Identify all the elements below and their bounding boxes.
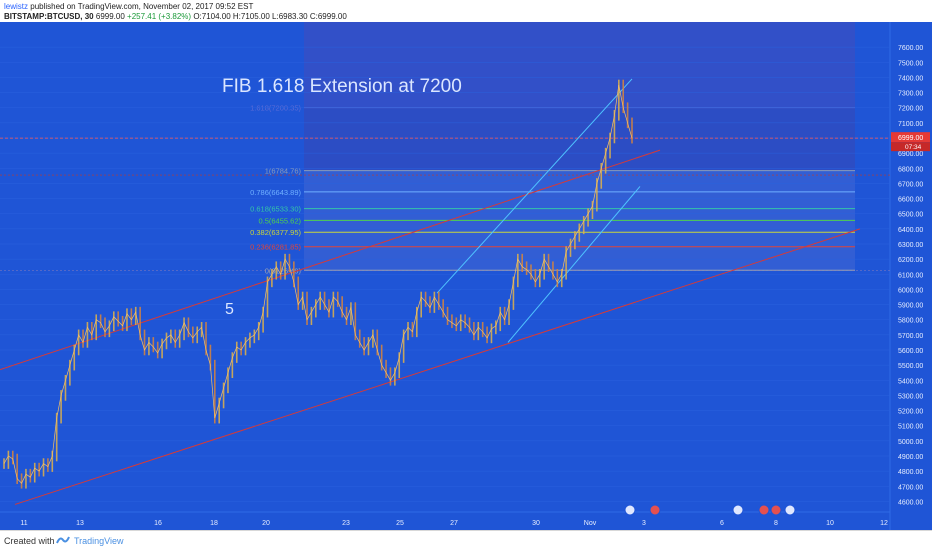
price-tick-label: 7600.00 — [898, 45, 923, 52]
event-flag-icon — [770, 504, 782, 516]
tradingview-brand[interactable]: TradingView — [74, 536, 124, 546]
created-with-text: Created with — [4, 536, 55, 546]
time-tick-label: 6 — [720, 520, 724, 527]
time-tick-label: 16 — [154, 520, 162, 527]
price-tick-label: 6300.00 — [898, 242, 923, 249]
symbol-label: BITSTAMP:BTCUSD, 30 — [4, 12, 94, 21]
time-tick-label: 12 — [880, 520, 888, 527]
price-axis-background — [890, 22, 932, 530]
fib-level-label: 0.618(6533.30) — [250, 205, 301, 214]
time-tick-label: 8 — [774, 520, 778, 527]
countdown-label: 07:34 — [905, 144, 922, 151]
price-tick-label: 7200.00 — [898, 106, 923, 113]
fib-level-label: 0.786(6643.89) — [250, 188, 301, 197]
time-tick-label: 27 — [450, 520, 458, 527]
chart-area[interactable]: 1.618(7200.35) 1(6784.76) 0.786(6643.89) 0.… — [0, 22, 932, 530]
price-tick-label: 5200.00 — [898, 409, 923, 416]
publish-line: lewistz published on TradingView.com, No… — [4, 2, 253, 11]
price-tick-label: 6900.00 — [898, 151, 923, 158]
event-flag-icon — [758, 504, 770, 516]
price-tick-label: 6500.00 — [898, 212, 923, 219]
price-label-box — [891, 132, 930, 143]
wave-label: 5 — [225, 301, 234, 318]
event-flag-icon — [649, 504, 661, 516]
price-tick-label: 6600.00 — [898, 197, 923, 204]
price-tick-label: 5000.00 — [898, 439, 923, 446]
time-tick-label: 30 — [532, 520, 540, 527]
author-link[interactable]: lewistz — [4, 2, 29, 11]
price-tick-label: 5500.00 — [898, 363, 923, 370]
fib-level-label: 0.236(6281.85) — [250, 243, 301, 252]
price-tick-label: 5800.00 — [898, 318, 923, 325]
footer: Created with TradingView — [0, 530, 932, 551]
time-axis-background — [0, 512, 890, 530]
event-flag-icon — [624, 504, 636, 516]
time-axis[interactable]: 11 13 16 18 20 23 25 27 30 Nov 3 6 8 10 12 — [20, 520, 888, 527]
fib-level-label: 1(6784.76) — [265, 167, 302, 176]
price-tick-label: 4700.00 — [898, 484, 923, 491]
published-text: published on TradingView.com, November 0… — [30, 2, 254, 11]
price-change: +257.41 (+3.82%) — [127, 12, 192, 21]
lower-trendline — [14, 228, 861, 505]
fib-extension-zone — [304, 107, 855, 171]
time-tick-label: 11 — [20, 520, 27, 527]
price-tick-label: 7300.00 — [898, 91, 923, 98]
price-tick-label: 5700.00 — [898, 333, 923, 340]
channel-upper-line — [436, 78, 633, 294]
price-tick-label: 6100.00 — [898, 272, 923, 279]
fib-upper-zone — [304, 22, 855, 108]
event-flag-icon — [784, 504, 796, 516]
price-tick-label: 5400.00 — [898, 378, 923, 385]
price-label: 6999.00 — [898, 135, 923, 142]
price-tick-label: 7400.00 — [898, 75, 923, 82]
time-tick-label: 20 — [262, 520, 270, 527]
symbol-line: BITSTAMP:BTCUSD, 30 6999.00 +257.41 (+3.… — [4, 12, 347, 21]
time-tick-label: Nov — [584, 520, 597, 527]
fib-level-label: 0.5(6455.62) — [258, 216, 301, 225]
price-tick-label: 7500.00 — [898, 60, 923, 67]
price-tick-label: 6200.00 — [898, 257, 923, 264]
price-tick-label: 4600.00 — [898, 499, 923, 506]
price-candles — [3, 79, 633, 489]
fibonacci-extension[interactable]: 1.618(7200.35) 1(6784.76) 0.786(6643.89) 0.… — [250, 22, 855, 275]
price-tick-label: 6000.00 — [898, 287, 923, 294]
last-price: 6999.00 — [95, 12, 125, 21]
price-tick-label: 5100.00 — [898, 424, 923, 431]
price-axis[interactable]: 7600.00 7500.00 7400.00 7300.00 7200.00 7100.… — [891, 45, 930, 506]
price-tick-label: 7100.00 — [898, 121, 923, 128]
price-tick-label: 5600.00 — [898, 348, 923, 355]
ohlc-values: O:7104.00 H:7105.00 L:6983.30 C:6999.00 — [193, 12, 347, 21]
price-tick-label: 6800.00 — [898, 166, 923, 173]
chart-title: FIB 1.618 Extension at 7200 — [222, 76, 462, 97]
countdown-box — [891, 142, 930, 152]
price-chart[interactable]: 1.618(7200.35) 1(6784.76) 0.786(6643.89) 0.… — [0, 22, 932, 530]
time-tick-label: 23 — [342, 520, 350, 527]
price-line — [3, 84, 633, 484]
channel-lower-line — [507, 186, 641, 343]
grid — [0, 46, 890, 502]
event-markers[interactable] — [624, 504, 796, 516]
price-tick-label: 4900.00 — [898, 454, 923, 461]
fib-level-label: 1.618(7200.35) — [250, 104, 301, 113]
event-flag-icon — [732, 504, 744, 516]
fib-level-label: 0(6126.49) — [265, 266, 302, 275]
price-tick-label: 6400.00 — [898, 227, 923, 234]
time-tick-label: 13 — [76, 520, 84, 527]
time-tick-label: 18 — [210, 520, 218, 527]
time-tick-label: 25 — [396, 520, 404, 527]
time-tick-label: 10 — [826, 520, 834, 527]
price-tick-label: 4800.00 — [898, 469, 923, 476]
price-tick-label: 6700.00 — [898, 181, 923, 188]
tradingview-logo-icon — [56, 536, 70, 544]
fib-level-label: 0.382(6377.95) — [250, 228, 301, 237]
publish-header: lewistz published on TradingView.com, No… — [0, 0, 932, 22]
price-tick-label: 5300.00 — [898, 393, 923, 400]
time-tick-label: 3 — [642, 520, 646, 527]
price-tick-label: 5900.00 — [898, 303, 923, 310]
